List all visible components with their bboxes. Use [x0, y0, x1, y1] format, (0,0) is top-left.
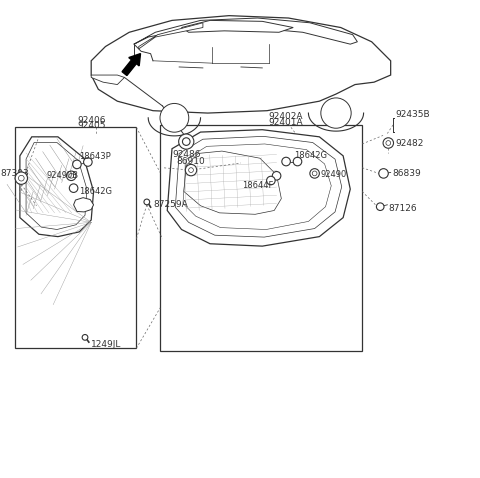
Polygon shape [183, 144, 331, 229]
Circle shape [18, 175, 24, 181]
Text: 1249JL: 1249JL [91, 340, 121, 349]
Circle shape [72, 160, 81, 169]
Text: 92490B: 92490B [46, 171, 78, 180]
Circle shape [66, 171, 76, 181]
Text: 87259A: 87259A [153, 200, 188, 209]
Text: 18644F: 18644F [242, 181, 274, 190]
Polygon shape [73, 198, 94, 212]
Circle shape [310, 169, 319, 178]
Text: 92402A: 92402A [268, 112, 303, 121]
Circle shape [185, 164, 197, 176]
Text: 18642G: 18642G [79, 187, 112, 196]
Circle shape [379, 169, 388, 178]
Circle shape [179, 134, 194, 149]
Circle shape [160, 103, 189, 132]
Circle shape [182, 138, 190, 145]
FancyArrow shape [122, 54, 141, 76]
Bar [160, 125, 362, 351]
Text: 92482: 92482 [396, 139, 424, 148]
Polygon shape [175, 136, 342, 237]
Text: 92486: 92486 [172, 150, 201, 159]
Circle shape [189, 168, 193, 173]
Circle shape [293, 157, 302, 166]
Polygon shape [139, 23, 203, 49]
Polygon shape [167, 130, 350, 246]
Circle shape [383, 138, 394, 148]
Text: 18642G: 18642G [294, 152, 327, 160]
Text: 92405: 92405 [77, 121, 106, 130]
Circle shape [69, 184, 78, 193]
Circle shape [144, 199, 150, 205]
Text: 86910: 86910 [177, 157, 205, 166]
Polygon shape [26, 142, 87, 229]
Circle shape [15, 172, 27, 185]
Text: 92435B: 92435B [396, 110, 430, 119]
Circle shape [266, 176, 275, 185]
Text: 87393: 87393 [1, 169, 30, 178]
Circle shape [321, 98, 351, 128]
Text: 87126: 87126 [388, 204, 417, 213]
Bar [15, 127, 136, 348]
Text: 92401A: 92401A [268, 118, 303, 127]
Polygon shape [184, 151, 281, 214]
Circle shape [84, 158, 92, 166]
Text: 18643P: 18643P [79, 152, 111, 161]
Circle shape [386, 141, 391, 145]
Polygon shape [20, 137, 94, 237]
Circle shape [69, 174, 73, 178]
Circle shape [82, 335, 88, 340]
Circle shape [272, 172, 281, 180]
Text: 86839: 86839 [392, 169, 421, 178]
Polygon shape [134, 18, 358, 44]
Polygon shape [91, 75, 124, 85]
Circle shape [282, 157, 290, 166]
Text: 92406: 92406 [77, 116, 106, 125]
Circle shape [312, 171, 317, 176]
Circle shape [376, 203, 384, 210]
Polygon shape [181, 21, 293, 33]
Polygon shape [91, 16, 391, 113]
Text: 92490: 92490 [321, 170, 347, 179]
